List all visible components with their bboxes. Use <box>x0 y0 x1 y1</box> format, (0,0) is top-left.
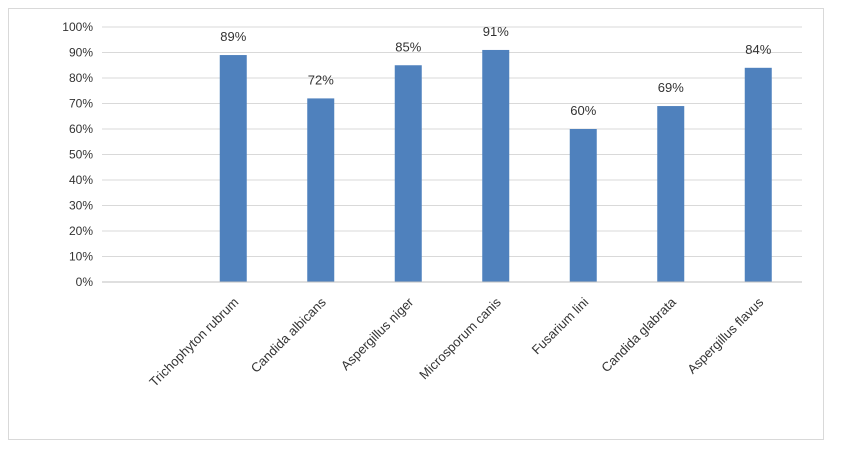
data-label: 89% <box>220 29 246 44</box>
bar <box>569 129 597 282</box>
data-label: 91% <box>483 24 509 39</box>
data-label: 84% <box>745 42 771 57</box>
y-tick-label: 80% <box>69 71 93 85</box>
y-tick-label: 60% <box>69 122 93 136</box>
y-tick-label: 20% <box>69 224 93 238</box>
x-tick-label: Candida glabrata <box>598 294 679 375</box>
data-label: 72% <box>308 72 334 87</box>
x-tick-label: Aspergillus flavus <box>684 294 766 376</box>
data-label: 85% <box>395 39 421 54</box>
y-tick-label: 50% <box>69 148 93 162</box>
y-tick-label: 90% <box>69 46 93 60</box>
y-tick-label: 40% <box>69 173 93 187</box>
y-tick-label: 10% <box>69 250 93 264</box>
x-tick-label: Microsporum canis <box>416 294 504 382</box>
x-tick-label: Aspergillus niger <box>338 294 417 373</box>
x-tick-label: Fusarium lini <box>529 294 592 357</box>
bar <box>482 49 510 283</box>
y-tick-label: 30% <box>69 199 93 213</box>
x-tick-label: Candida albicans <box>248 294 329 375</box>
y-tick-label: 100% <box>62 20 93 34</box>
y-tick-label: 0% <box>76 275 94 289</box>
bar <box>219 55 247 282</box>
bar <box>394 65 422 282</box>
data-label: 69% <box>658 80 684 95</box>
bar <box>307 98 335 283</box>
bar <box>744 67 772 282</box>
y-tick-label: 70% <box>69 97 93 111</box>
data-label: 60% <box>570 103 596 118</box>
bar <box>657 106 685 282</box>
x-tick-label: Trichophyton rubrum <box>146 295 241 390</box>
